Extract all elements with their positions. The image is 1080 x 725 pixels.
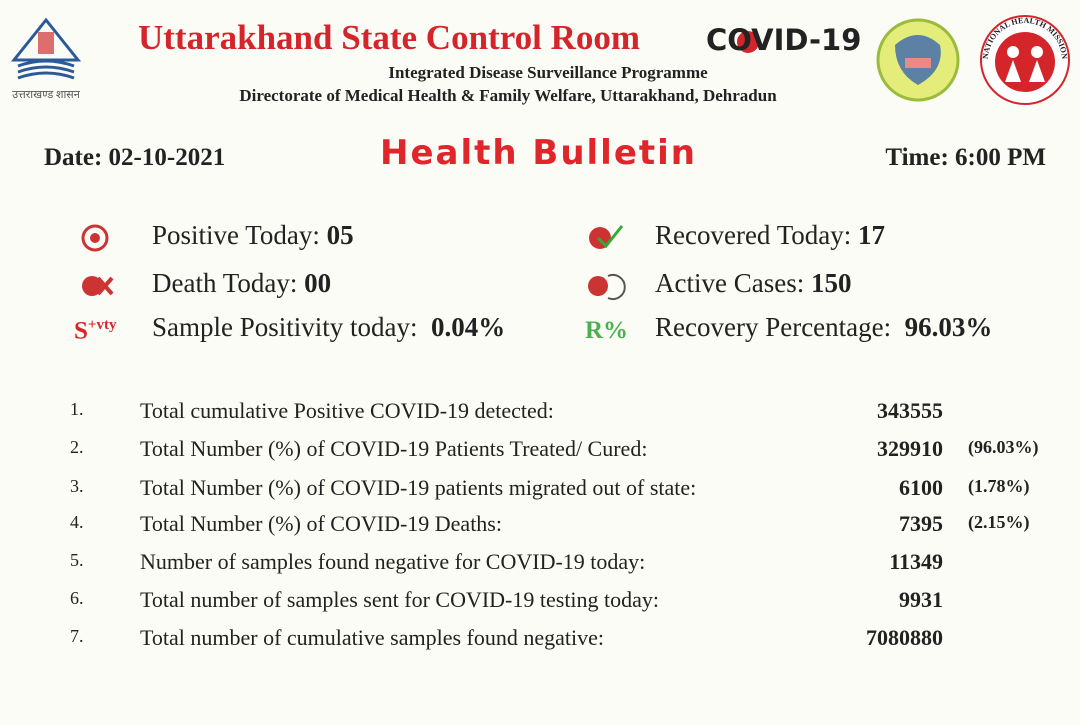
stat-value: 05	[326, 220, 354, 250]
row-percent: (96.03%)	[968, 437, 1039, 457]
row-value: 329910	[877, 436, 943, 461]
stat: Death Today: 00	[152, 270, 331, 297]
programme: Integrated Disease Surveillance Programm…	[388, 63, 708, 82]
row-number: 4.	[70, 512, 84, 532]
stat: Recovery Percentage: 96.03%	[655, 314, 992, 341]
stat-label: Death Today:	[152, 268, 298, 298]
row-label: Total number of cumulative samples found…	[140, 625, 604, 650]
row-number: 6.	[70, 588, 84, 608]
stat: Sample Positivity today: 0.04%	[152, 314, 505, 341]
icon-sup: +vty	[87, 317, 117, 333]
row-number: 7.	[70, 626, 84, 646]
header-title: Uttarakhand State Control Room	[138, 18, 640, 57]
virus-icon	[737, 31, 759, 53]
row-number: 3.	[70, 476, 84, 496]
row-percent: (2.15%)	[968, 512, 1030, 532]
bulletin-title: Health Bulletin	[380, 133, 698, 173]
death-icon	[82, 276, 114, 296]
stat: Recovered Today: 17	[655, 222, 885, 249]
recovered-icon	[589, 225, 624, 249]
row-value: 9931	[899, 587, 943, 612]
idsp-logo	[876, 18, 960, 102]
stat-value: 96.03%	[904, 312, 993, 342]
row-number: 2.	[70, 437, 84, 457]
row-value: 11349	[889, 549, 943, 574]
row-value: 7080880	[866, 625, 943, 650]
directorate: Directorate of Medical Health & Family W…	[239, 86, 777, 105]
stat: Active Cases: 150	[655, 270, 851, 297]
date: Date: 02-10-2021	[44, 144, 226, 171]
stat-label: Recovery Percentage:	[655, 312, 892, 342]
stat-value: 17	[858, 220, 886, 250]
row-label: Total Number (%) of COVID-19 Deaths:	[140, 511, 502, 536]
uttarakhand-logo	[10, 17, 82, 80]
row-label: Total Number (%) of COVID-19 patients mi…	[140, 475, 697, 500]
row-number: 1.	[70, 399, 84, 419]
row-label: Number of samples found negative for COV…	[140, 549, 646, 574]
stat: Positive Today: 05	[152, 222, 354, 249]
row-label: Total Number (%) of COVID-19 Patients Tr…	[140, 436, 648, 461]
nhm-logo	[980, 15, 1070, 105]
time: Time: 6:00 PM	[885, 144, 1046, 171]
row-value: 6100	[899, 475, 943, 500]
positive-icon	[81, 224, 109, 252]
stat-label: Recovered Today:	[655, 220, 852, 250]
icon-text: S	[74, 317, 88, 345]
left-logo-caption: उत्तराखण्ड शासन	[12, 89, 81, 101]
row-value: 7395	[899, 511, 943, 536]
stat-label: Sample Positivity today:	[152, 312, 418, 342]
stat-value: 0.04%	[431, 312, 506, 342]
row-value: 343555	[877, 398, 943, 423]
row-label: Total cumulative Positive COVID-19 detec…	[140, 398, 554, 423]
positivity-icon: S+vty	[74, 317, 117, 345]
row-percent: (1.78%)	[968, 476, 1030, 496]
stat-value: 00	[304, 268, 332, 298]
covid-logo-text: COVID-19	[706, 23, 862, 57]
row-number: 5.	[70, 550, 84, 570]
stat-label: Active Cases:	[655, 268, 805, 298]
recovery-icon: R%	[585, 317, 629, 344]
active-icon	[588, 274, 626, 300]
stat-value: 150	[810, 268, 852, 298]
stat-label: Positive Today:	[152, 220, 320, 250]
row-label: Total number of samples sent for COVID-1…	[140, 587, 660, 612]
